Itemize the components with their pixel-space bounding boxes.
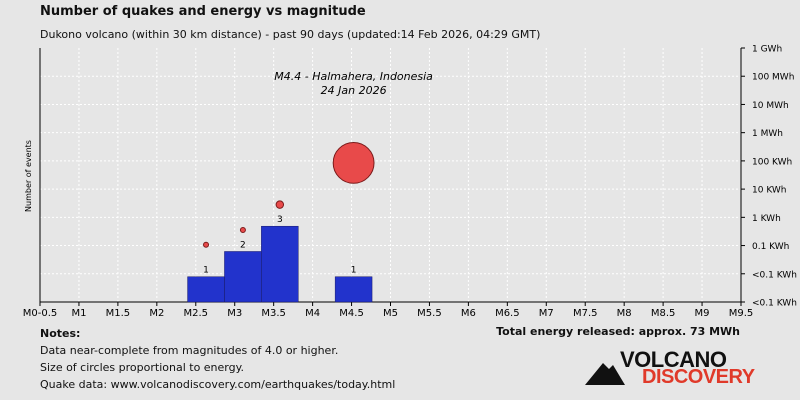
x-tick-label: M6.5 bbox=[495, 308, 520, 319]
x-tick-label: M2 bbox=[149, 308, 164, 319]
energy-axis-label: <0.1 KWh bbox=[752, 270, 797, 280]
energy-bubble bbox=[203, 241, 210, 248]
x-tick-label: M2.5 bbox=[184, 308, 209, 319]
energy-axis-label: 1 MWh bbox=[752, 129, 783, 139]
count-bar bbox=[261, 225, 299, 303]
note-line: Data near-complete from magnitudes of 4.… bbox=[40, 344, 339, 357]
logo-word-discovery: DISCOVERY bbox=[642, 366, 755, 388]
count-bar bbox=[224, 251, 262, 303]
x-tick-label: M1.5 bbox=[106, 308, 131, 319]
notes-section: Notes: Data near-complete from magnitude… bbox=[40, 325, 395, 393]
x-tick-label: M0-0.5 bbox=[23, 308, 58, 319]
bar-count-label: 3 bbox=[277, 215, 283, 225]
energy-bubble bbox=[239, 227, 246, 234]
energy-axis-label: 0.1 KWh bbox=[752, 242, 789, 252]
x-tick-label: M1 bbox=[71, 308, 86, 319]
annotation-line1: M4.4 - Halmahera, Indonesia bbox=[274, 70, 433, 83]
energy-axis-label: 1 KWh bbox=[752, 214, 781, 224]
x-tick-label: M5.5 bbox=[417, 308, 442, 319]
x-tick-label: M9 bbox=[695, 308, 710, 319]
energy-bubble bbox=[332, 141, 375, 184]
x-tick-label: M4.5 bbox=[339, 308, 364, 319]
energy-axis-label: 100 MWh bbox=[752, 73, 794, 83]
x-tick-label: M7.5 bbox=[573, 308, 598, 319]
note-line: Size of circles proportional to energy. bbox=[40, 361, 245, 374]
annotation-line2: 24 Jan 2026 bbox=[321, 84, 387, 97]
energy-axis-label: 10 KWh bbox=[752, 186, 787, 196]
bar-count-label: 1 bbox=[351, 266, 357, 276]
x-tick-label: M6 bbox=[461, 308, 476, 319]
chart-title: Number of quakes and energy vs magnitude bbox=[40, 4, 366, 19]
energy-bubble bbox=[275, 200, 285, 209]
x-tick-label: M8.5 bbox=[651, 308, 676, 319]
x-tick-label: M8 bbox=[617, 308, 632, 319]
x-tick-label: M5 bbox=[383, 308, 398, 319]
logo-word-volcano: VOLCANO bbox=[620, 347, 727, 372]
notes-heading: Notes: bbox=[40, 327, 81, 340]
volcano-discovery-logo[interactable]: VOLCANO DISCOVERY bbox=[585, 347, 760, 392]
x-tick-label: M3 bbox=[227, 308, 242, 319]
bar-count-label: 2 bbox=[240, 240, 246, 250]
count-bar bbox=[334, 276, 373, 303]
count-bar bbox=[187, 276, 225, 303]
energy-axis-label: 1 GWh bbox=[752, 45, 782, 55]
volcano-mountain-icon bbox=[585, 363, 625, 385]
x-tick-label: M7 bbox=[539, 308, 554, 319]
x-tick-label: M9.5 bbox=[729, 308, 754, 319]
x-tick-label: M4 bbox=[305, 308, 320, 319]
bar-count-label: 1 bbox=[203, 266, 209, 276]
energy-axis-label: <0.1 KWh bbox=[752, 299, 797, 309]
note-line[interactable]: Quake data: www.volcanodiscovery.com/ear… bbox=[40, 378, 396, 391]
energy-axis-label: 100 KWh bbox=[752, 157, 792, 167]
total-energy: Total energy released: approx. 73 MWh bbox=[496, 325, 740, 338]
y-axis-label: Number of events bbox=[24, 140, 33, 212]
x-tick-label: M3.5 bbox=[261, 308, 286, 319]
chart-subtitle: Dukono volcano (within 30 km distance) -… bbox=[40, 28, 541, 41]
energy-axis-label: 10 MWh bbox=[752, 101, 789, 111]
